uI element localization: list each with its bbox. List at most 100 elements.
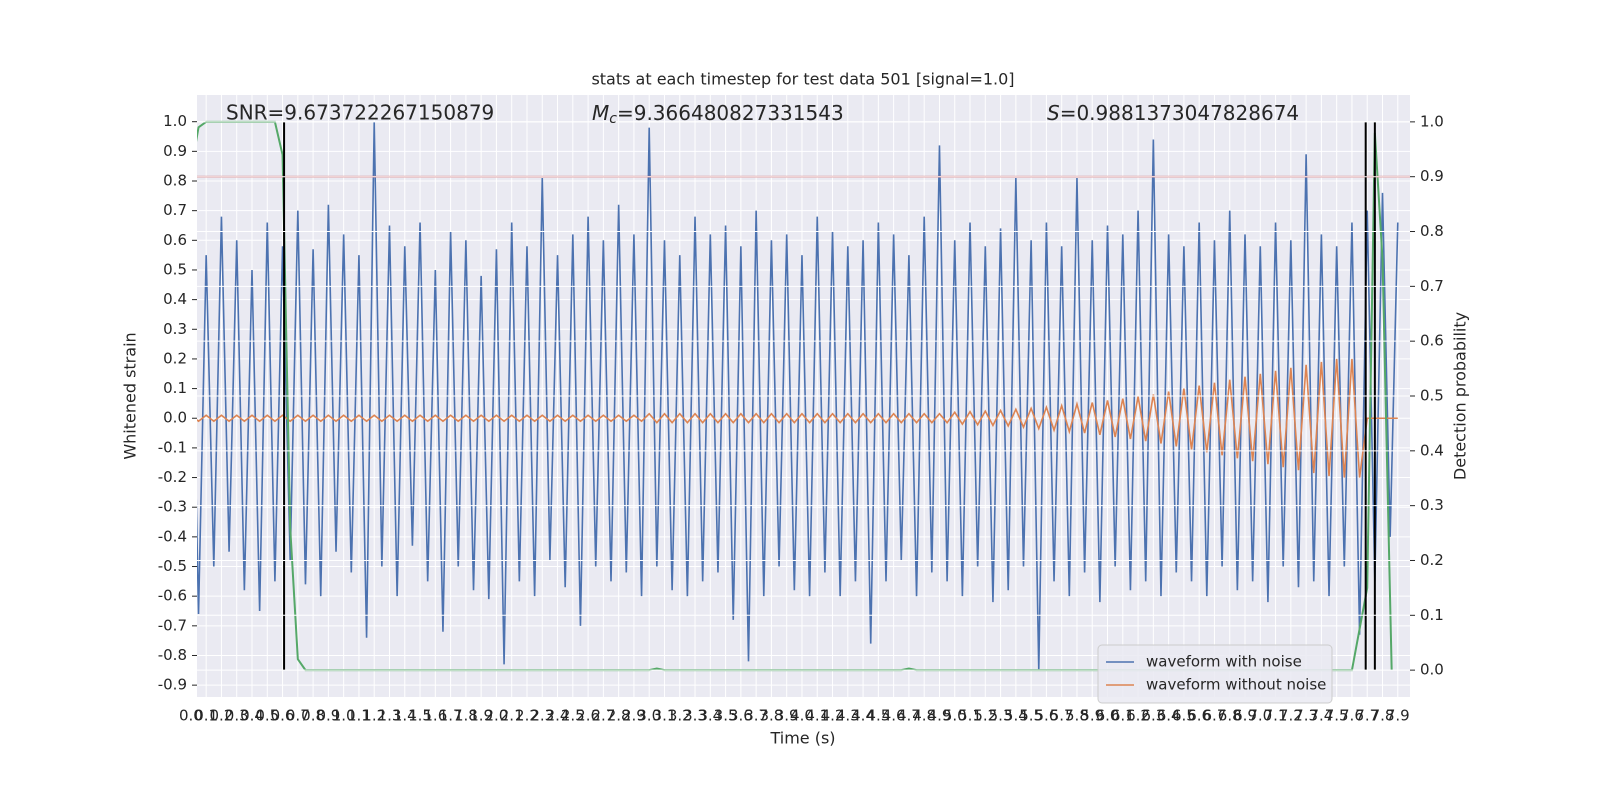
x-tick-label: 4.5 — [866, 707, 890, 725]
x-tick-label: 2.0 — [485, 707, 509, 725]
x-tick-label: 0.8 — [301, 707, 325, 725]
x-tick-label: 2.8 — [607, 707, 631, 725]
x-tick-label: 4.4 — [851, 707, 875, 725]
y-tick-label: 0.7 — [163, 201, 187, 219]
x-tick-label: 7.2 — [1279, 707, 1303, 725]
y-tick-label: -0.5 — [158, 557, 187, 575]
s-value: =0.9881373047828674 — [1060, 101, 1299, 125]
x-tick-label: 4.0 — [790, 707, 814, 725]
y2-axis-label: Detection probability — [1451, 312, 1470, 480]
x-tick-label: 3.0 — [637, 707, 661, 725]
x-tick-label: 3.8 — [759, 707, 783, 725]
y-tick-label: 0.4 — [163, 290, 187, 308]
x-tick-label: 7.5 — [1325, 707, 1349, 725]
mc-value: =9.366480827331543 — [617, 101, 844, 125]
x-tick-label: 2.7 — [591, 707, 615, 725]
x-tick-label: 5.6 — [1034, 707, 1058, 725]
y-tick-label: 0.6 — [163, 231, 187, 249]
x-tick-label: 0.1 — [194, 707, 218, 725]
x-tick-label: 5.0 — [943, 707, 967, 725]
x-tick-label: 5.3 — [989, 707, 1013, 725]
x-tick-label: 3.3 — [683, 707, 707, 725]
legend-label: waveform with noise — [1146, 653, 1302, 671]
y2-tick-label: 0.0 — [1420, 661, 1444, 679]
x-tick-label: 5.4 — [1004, 707, 1028, 725]
x-tick-label: 4.7 — [897, 707, 921, 725]
y-tick-label: -0.1 — [158, 438, 187, 456]
y-tick-label: 1.0 — [163, 112, 187, 130]
x-tick-label: 0.9 — [316, 707, 340, 725]
x-tick-label: 1.8 — [454, 707, 478, 725]
y-tick-label: -0.2 — [158, 468, 187, 486]
x-tick-label: 0.3 — [225, 707, 249, 725]
x-tick-label: 7.3 — [1294, 707, 1318, 725]
y-tick-label: -0.3 — [158, 498, 187, 516]
x-tick-label: 6.8 — [1218, 707, 1242, 725]
x-tick-label: 5.2 — [973, 707, 997, 725]
x-tick-label: 7.6 — [1340, 707, 1364, 725]
x-tick-label: 6.2 — [1126, 707, 1150, 725]
x-tick-label: 2.9 — [622, 707, 646, 725]
y-tick-label: -0.7 — [158, 616, 187, 634]
x-tick-label: 3.5 — [714, 707, 738, 725]
x-tick-label: 1.9 — [469, 707, 493, 725]
series-line — [197, 121, 1399, 671]
x-tick-label: 4.2 — [821, 707, 845, 725]
x-tick-label: 1.1 — [347, 707, 371, 725]
x-tick-label: 4.6 — [882, 707, 906, 725]
x-tick-label: 2.5 — [561, 707, 585, 725]
y2-tick-label: 0.4 — [1420, 441, 1444, 459]
x-tick-label: 6.1 — [1111, 707, 1135, 725]
x-tick-label: 6.9 — [1233, 707, 1257, 725]
s-symbol: S — [1047, 101, 1060, 125]
x-tick-label: 7.7 — [1355, 707, 1379, 725]
legend-label: waveform without noise — [1146, 676, 1326, 694]
mc-annotation: Mc=9.366480827331543 — [592, 101, 844, 128]
x-tick-label: 6.6 — [1187, 707, 1211, 725]
y2-tick-label: 0.8 — [1420, 222, 1444, 240]
y2-tick-label: 1.0 — [1420, 112, 1444, 130]
x-tick-label: 6.7 — [1203, 707, 1227, 725]
x-tick-label: 6.4 — [1157, 707, 1181, 725]
y-tick-label: 0.5 — [163, 260, 187, 278]
x-tick-label: 0.4 — [240, 707, 264, 725]
x-tick-label: 3.1 — [653, 707, 677, 725]
y2-tick-label: 0.2 — [1420, 551, 1444, 569]
y-tick-label: -0.8 — [158, 646, 187, 664]
x-tick-label: 0.0 — [179, 707, 203, 725]
x-tick-label: 5.5 — [1019, 707, 1043, 725]
x-tick-label: 7.8 — [1371, 707, 1395, 725]
snr-annotation: SNR=9.673722267150879 — [226, 101, 494, 125]
x-tick-label: 3.2 — [668, 707, 692, 725]
x-tick-label: 7.0 — [1248, 707, 1272, 725]
x-tick-label: 1.3 — [378, 707, 402, 725]
y2-tick-label: 0.9 — [1420, 167, 1444, 185]
x-tick-label: 7.4 — [1309, 707, 1333, 725]
x-tick-label: 2.4 — [546, 707, 570, 725]
x-tick-label: 4.8 — [912, 707, 936, 725]
x-tick-label: 3.6 — [729, 707, 753, 725]
x-tick-label: 2.2 — [515, 707, 539, 725]
x-tick-label: 1.6 — [423, 707, 447, 725]
y2-tick-label: 0.1 — [1420, 606, 1444, 624]
chart-title: stats at each timestep for test data 501… — [591, 70, 1014, 89]
x-tick-label: 1.2 — [362, 707, 386, 725]
y-tick-label: -0.4 — [158, 527, 187, 545]
y-tick-label: 0.8 — [163, 172, 187, 190]
x-tick-label: 4.3 — [836, 707, 860, 725]
y-tick-label: 0.3 — [163, 320, 187, 338]
x-axis-label: Time (s) — [769, 729, 835, 748]
mc-symbol: M — [592, 101, 609, 125]
x-tick-label: 0.5 — [255, 707, 279, 725]
x-tick-label: 2.3 — [530, 707, 554, 725]
x-tick-label: 0.2 — [210, 707, 234, 725]
x-tick-label: 2.1 — [500, 707, 524, 725]
x-tick-label: 4.9 — [928, 707, 952, 725]
mc-subscript: c — [609, 111, 617, 127]
x-tick-label: 6.5 — [1172, 707, 1196, 725]
y-tick-label: 0.9 — [163, 142, 187, 160]
x-tick-label: 1.4 — [393, 707, 417, 725]
x-tick-label: 6.3 — [1141, 707, 1165, 725]
